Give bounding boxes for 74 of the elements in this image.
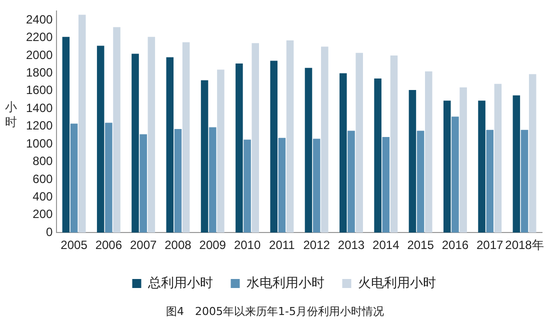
bar <box>286 40 294 233</box>
bar <box>244 140 251 233</box>
y-tick-label: 2000 <box>26 48 54 62</box>
x-tick-label: 2015 <box>407 238 434 252</box>
bar <box>416 130 424 233</box>
bar <box>236 63 243 233</box>
bar <box>148 36 156 233</box>
x-tick-label: 2010 <box>234 238 261 252</box>
y-tick-label: 1800 <box>26 66 54 80</box>
y-tick-label: 0 <box>46 224 54 239</box>
x-tick-label: 2009 <box>199 238 226 252</box>
caption: 图4 2005年以来历年1-5月份利用小时情况 <box>165 304 385 319</box>
bar <box>252 43 260 233</box>
legend-label: 总利用小时 <box>146 275 213 290</box>
bar <box>62 36 70 233</box>
bar <box>278 138 286 233</box>
x-tick-label: 2005 <box>60 238 88 252</box>
y-tick-label: 1400 <box>26 100 54 115</box>
x-tick-label: 2017 <box>476 238 504 252</box>
y-tick-label: 1600 <box>26 83 54 98</box>
x-tick-label: 2014 <box>372 238 400 252</box>
y-tick-label: 1200 <box>26 118 54 133</box>
bar <box>321 46 328 233</box>
bar <box>512 95 520 233</box>
bar <box>340 73 347 233</box>
y-tick-label: 2200 <box>26 30 54 44</box>
y-axis-title: 小时 <box>4 100 18 130</box>
bar <box>348 130 355 233</box>
bar <box>208 127 216 233</box>
bar <box>200 80 208 233</box>
bar <box>425 71 432 233</box>
x-tick-label: 2007 <box>130 238 157 252</box>
legend-label: 水电利用小时 <box>246 275 324 290</box>
bar <box>304 68 312 233</box>
y-tick-label: 800 <box>32 154 54 168</box>
bar <box>478 100 486 233</box>
x-tick-label: 2006 <box>95 238 122 252</box>
bar <box>494 84 502 233</box>
bar <box>382 136 390 233</box>
bar <box>520 130 528 233</box>
bar <box>217 70 224 233</box>
bar <box>174 128 182 233</box>
bar <box>356 52 363 233</box>
x-tick-label: 2016 <box>442 238 469 252</box>
bar <box>105 122 112 233</box>
bar <box>408 90 416 233</box>
bar <box>140 134 147 233</box>
bar <box>96 46 104 233</box>
x-tick-label: 2013 <box>338 238 365 252</box>
x-tick-label: 2018年 <box>505 238 544 252</box>
bar <box>312 138 320 233</box>
bar <box>166 57 174 233</box>
bar <box>78 14 86 233</box>
y-tick-label: 1000 <box>26 136 54 150</box>
bar <box>270 60 278 233</box>
x-tick-label: 2012 <box>303 238 330 252</box>
bar <box>374 78 382 233</box>
bar <box>70 124 78 233</box>
y-tick-label: 200 <box>32 207 54 222</box>
bar <box>132 54 139 233</box>
bar <box>390 55 398 233</box>
x-tick-label: 2011 <box>269 238 296 252</box>
y-tick-label: 600 <box>32 172 54 186</box>
x-tick-label: 2008 <box>164 238 192 252</box>
bar <box>443 100 451 233</box>
bar <box>182 42 190 233</box>
bar <box>452 116 459 233</box>
y-tick-label: 2400 <box>26 12 54 26</box>
y-tick-label: 400 <box>32 189 54 204</box>
bar <box>486 130 494 233</box>
bar <box>113 27 120 233</box>
legend-label: 火电利用小时 <box>358 275 436 290</box>
bar <box>460 87 467 233</box>
bar <box>528 74 536 233</box>
